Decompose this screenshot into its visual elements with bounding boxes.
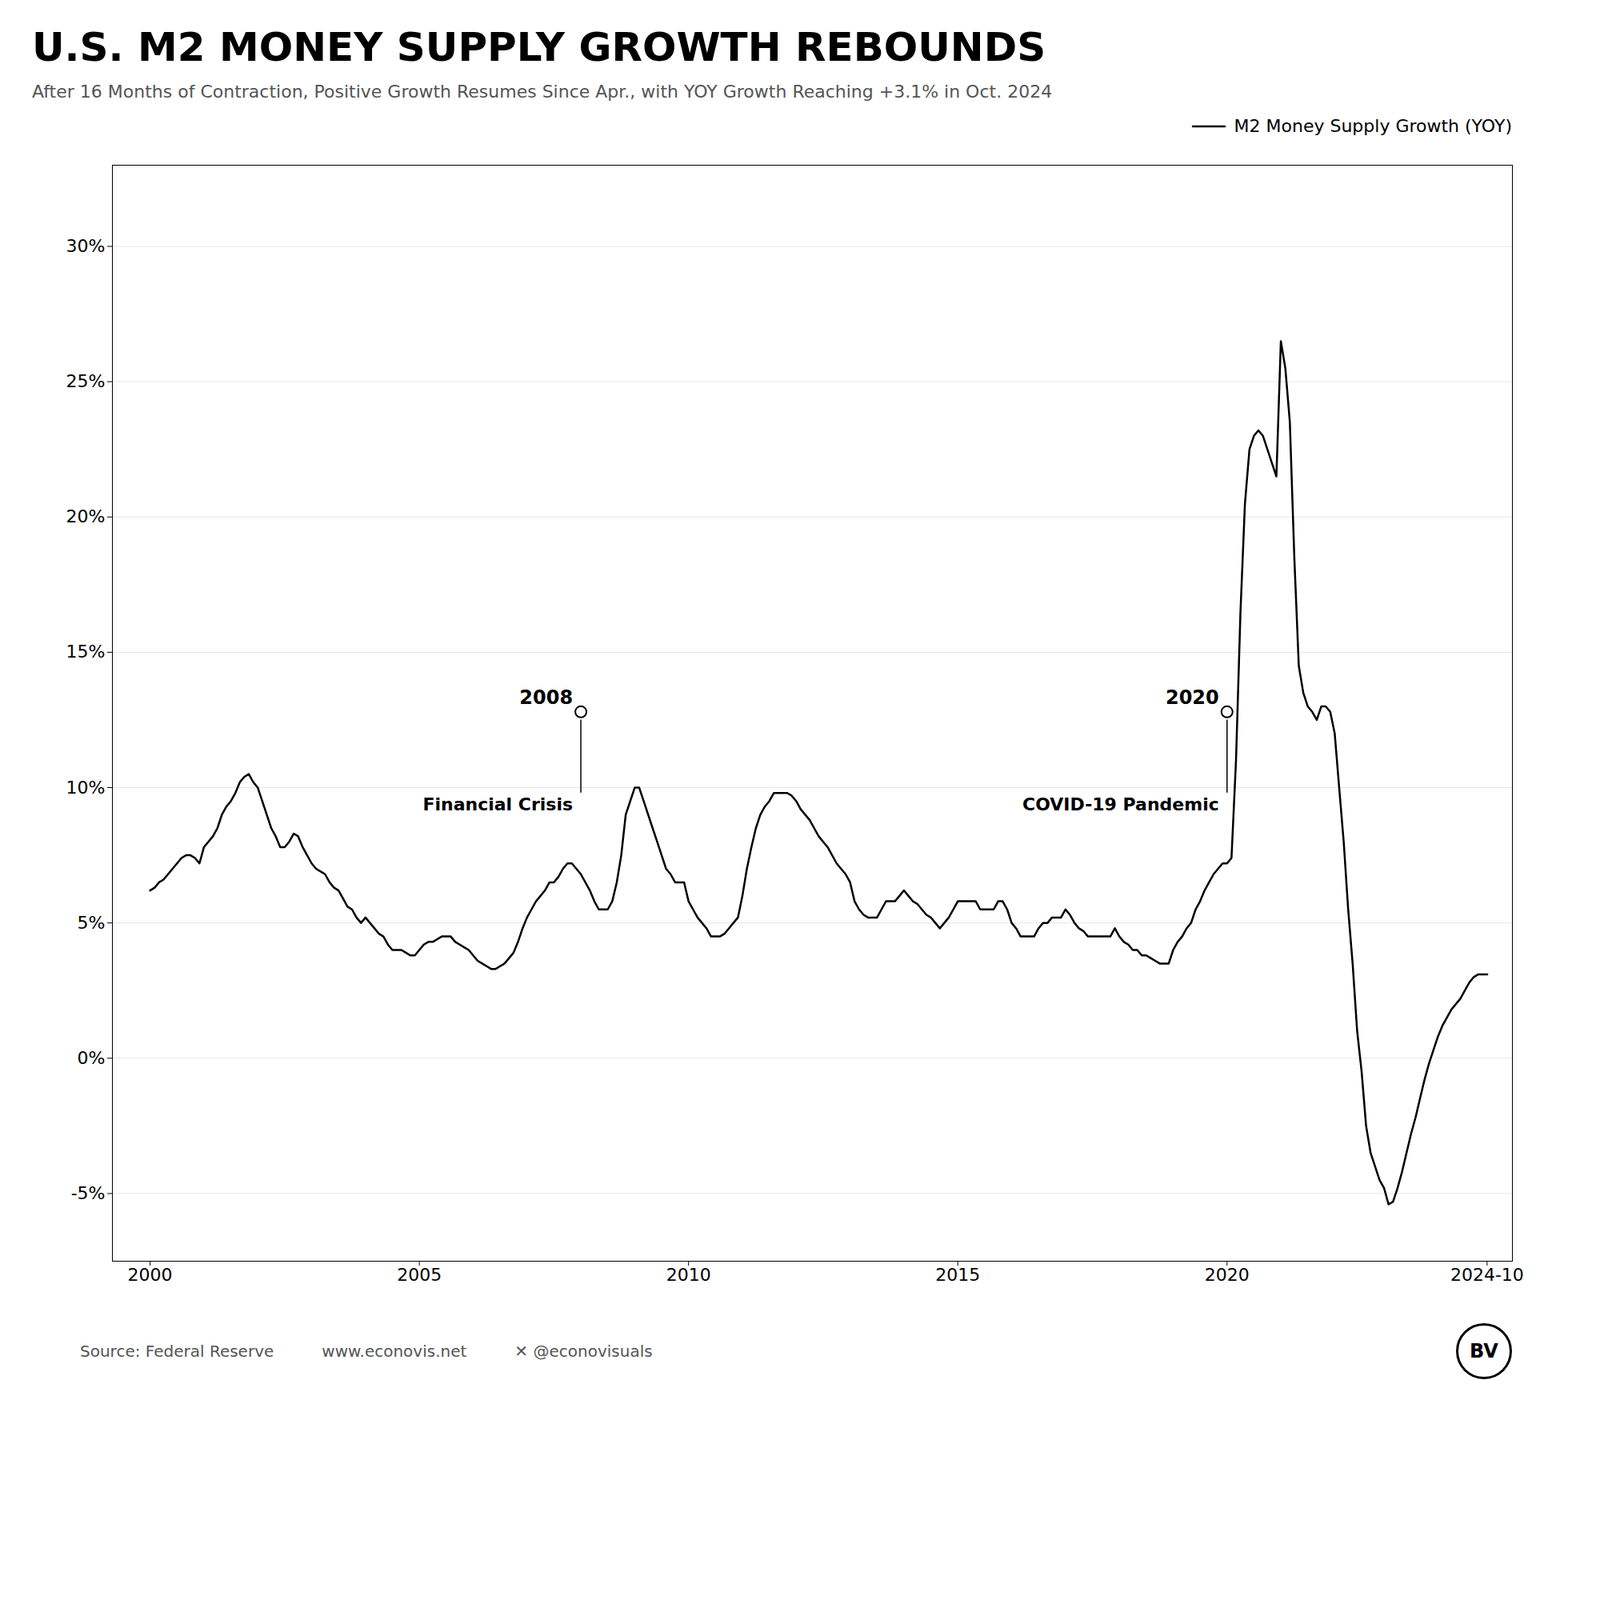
svg-text:20%: 20% bbox=[66, 506, 106, 527]
svg-text:2010: 2010 bbox=[666, 1264, 712, 1285]
svg-text:2020: 2020 bbox=[1165, 686, 1220, 709]
svg-text:COVID-19 Pandemic: COVID-19 Pandemic bbox=[1022, 794, 1220, 815]
svg-text:10%: 10% bbox=[66, 777, 106, 798]
svg-text:Financial Crisis: Financial Crisis bbox=[422, 794, 573, 815]
html-text:After 16 Months of Contraction: After 16 Months of Contraction, Positive… bbox=[32, 81, 1053, 102]
svg-text:-5%: -5% bbox=[71, 1183, 106, 1204]
svg-text:2000: 2000 bbox=[128, 1264, 173, 1285]
svg-text:15%: 15% bbox=[66, 641, 106, 662]
svg-text:5%: 5% bbox=[77, 912, 106, 933]
svg-text:2024-10: 2024-10 bbox=[1450, 1264, 1524, 1285]
svg-text:2020: 2020 bbox=[1204, 1264, 1250, 1285]
html-text:BV: BV bbox=[1469, 1340, 1499, 1363]
html-text:U.S. M2 MONEY SUPPLY GROWTH RE: U.S. M2 MONEY SUPPLY GROWTH REBOUNDS bbox=[32, 24, 1046, 71]
svg-text:2008: 2008 bbox=[519, 686, 573, 709]
html-text:✕ @econovisuals: ✕ @econovisuals bbox=[514, 1341, 653, 1361]
svg-text:2015: 2015 bbox=[935, 1264, 980, 1285]
html-text:www.econovis.net: www.econovis.net bbox=[321, 1341, 467, 1361]
html-text:Source: Federal Reserve: Source: Federal Reserve bbox=[80, 1341, 274, 1361]
svg-text:25%: 25% bbox=[66, 371, 106, 392]
svg-text:2005: 2005 bbox=[396, 1264, 442, 1285]
html-text:M2 Money Supply Growth (YOY): M2 Money Supply Growth (YOY) bbox=[1234, 116, 1512, 136]
svg-text:30%: 30% bbox=[66, 236, 106, 256]
svg-text:0%: 0% bbox=[77, 1048, 106, 1068]
